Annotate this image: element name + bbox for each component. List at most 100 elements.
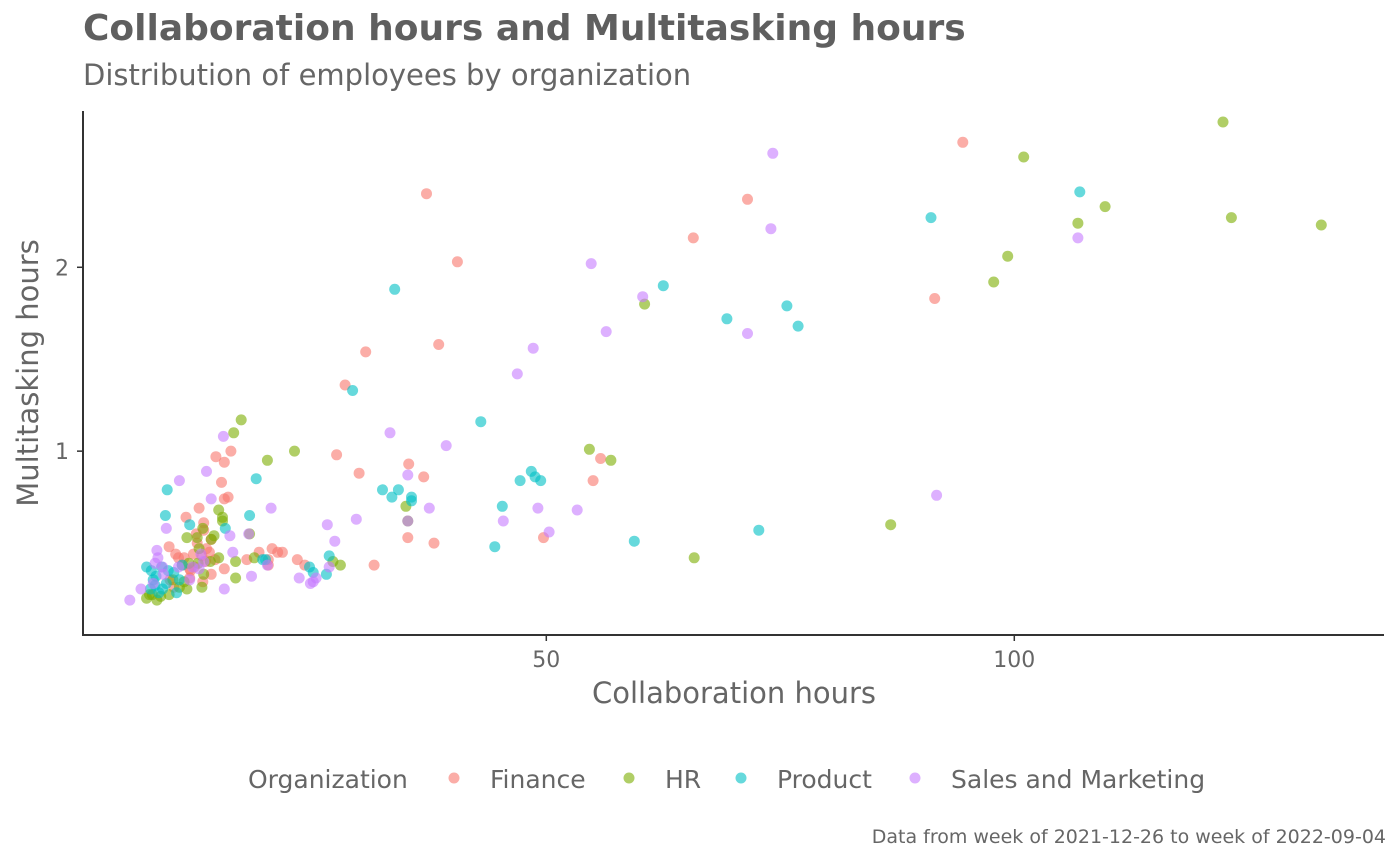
point-product bbox=[153, 587, 165, 599]
point-sales-and-marketing bbox=[217, 430, 229, 442]
point-finance bbox=[291, 554, 303, 566]
legend-key-finance bbox=[448, 772, 460, 784]
point-sales-and-marketing bbox=[201, 465, 212, 477]
point-hr bbox=[191, 532, 203, 544]
point-product bbox=[514, 475, 526, 487]
point-hr bbox=[1217, 116, 1229, 128]
point-hr bbox=[228, 427, 240, 439]
point-hr bbox=[289, 445, 300, 457]
point-sales-and-marketing bbox=[158, 568, 169, 580]
point-product bbox=[535, 475, 547, 487]
point-sales-and-marketing bbox=[173, 475, 185, 487]
point-finance bbox=[360, 346, 372, 358]
x-axis-title: Collaboration hours bbox=[592, 676, 876, 710]
point-sales-and-marketing bbox=[323, 561, 335, 573]
point-sales-and-marketing bbox=[227, 546, 239, 558]
point-finance bbox=[210, 451, 222, 463]
point-finance bbox=[957, 136, 969, 148]
point-sales-and-marketing bbox=[261, 559, 273, 571]
point-product bbox=[406, 495, 417, 507]
point-sales-and-marketing bbox=[585, 258, 597, 270]
legend-entry-hr: HR bbox=[623, 765, 701, 794]
y-tick-label: 2 bbox=[55, 256, 69, 281]
point-sales-and-marketing bbox=[384, 427, 396, 439]
point-product bbox=[161, 484, 173, 496]
point-sales-and-marketing bbox=[160, 522, 172, 534]
point-hr bbox=[248, 552, 260, 564]
legend-key-sales-and-marketing bbox=[909, 772, 921, 784]
point-sales-and-marketing bbox=[193, 563, 205, 575]
legend-label-hr: HR bbox=[665, 765, 701, 794]
legend: Organization Finance HR Product Sales and M… bbox=[248, 765, 1205, 794]
point-hr bbox=[213, 552, 225, 564]
chart-title: Collaboration hours and Multitasking hou… bbox=[83, 8, 966, 49]
point-product bbox=[184, 519, 196, 531]
point-sales-and-marketing bbox=[265, 502, 277, 514]
point-hr bbox=[1099, 201, 1111, 213]
point-hr bbox=[197, 522, 209, 534]
point-sales-and-marketing bbox=[423, 502, 435, 514]
point-sales-and-marketing bbox=[329, 535, 341, 547]
point-sales-and-marketing bbox=[350, 513, 362, 525]
point-finance bbox=[403, 458, 415, 470]
point-product bbox=[173, 574, 185, 586]
y-axis-title: Multitasking hours bbox=[11, 239, 45, 507]
point-sales-and-marketing bbox=[243, 528, 255, 540]
point-sales-and-marketing bbox=[224, 530, 236, 542]
legend-title: Organization bbox=[248, 765, 408, 794]
point-finance bbox=[421, 188, 432, 200]
point-sales-and-marketing bbox=[527, 342, 539, 354]
point-sales-and-marketing bbox=[321, 519, 333, 531]
point-finance bbox=[276, 546, 288, 558]
point-finance bbox=[193, 502, 205, 514]
point-product bbox=[628, 535, 640, 547]
x-tick-label: 50 bbox=[532, 648, 560, 673]
point-hr bbox=[230, 556, 242, 567]
legend-label-product: Product bbox=[777, 765, 872, 794]
point-product bbox=[475, 416, 487, 428]
point-finance bbox=[687, 232, 699, 244]
points-layer bbox=[124, 116, 1327, 606]
point-product bbox=[386, 491, 398, 503]
point-product bbox=[1074, 186, 1086, 198]
point-hr bbox=[230, 572, 242, 584]
point-sales-and-marketing bbox=[511, 368, 523, 380]
chart-subtitle: Distribution of employees by organizatio… bbox=[83, 58, 692, 92]
point-sales-and-marketing bbox=[765, 223, 777, 235]
point-sales-and-marketing bbox=[147, 578, 159, 589]
point-sales-and-marketing bbox=[440, 440, 452, 452]
point-finance bbox=[218, 563, 230, 575]
point-product bbox=[753, 524, 765, 536]
point-hr bbox=[196, 581, 208, 593]
chart-caption: Data from week of 2021-12-26 to week of … bbox=[871, 826, 1386, 848]
point-hr bbox=[605, 454, 617, 466]
legend-entry-sales-and-marketing: Sales and Marketing bbox=[909, 765, 1205, 794]
point-finance bbox=[418, 471, 430, 483]
point-sales-and-marketing bbox=[532, 502, 544, 514]
point-hr bbox=[988, 276, 1000, 288]
point-finance bbox=[203, 546, 215, 558]
point-finance bbox=[595, 453, 607, 464]
point-finance bbox=[218, 456, 230, 468]
point-product bbox=[496, 500, 508, 512]
point-finance bbox=[163, 541, 175, 553]
point-hr bbox=[261, 454, 273, 466]
point-finance bbox=[929, 293, 941, 304]
point-finance bbox=[742, 193, 753, 205]
point-sales-and-marketing bbox=[637, 291, 649, 303]
point-hr bbox=[1225, 212, 1237, 224]
point-sales-and-marketing bbox=[767, 147, 779, 159]
point-hr bbox=[141, 592, 153, 604]
point-hr bbox=[583, 443, 595, 455]
point-finance bbox=[331, 449, 343, 461]
point-finance bbox=[216, 476, 227, 488]
point-sales-and-marketing bbox=[246, 570, 257, 582]
point-product bbox=[323, 550, 335, 562]
point-sales-and-marketing bbox=[304, 578, 316, 589]
point-sales-and-marketing bbox=[931, 489, 943, 501]
point-product bbox=[250, 473, 262, 485]
point-sales-and-marketing bbox=[402, 469, 414, 481]
point-hr bbox=[1002, 250, 1014, 262]
point-product bbox=[392, 484, 404, 496]
